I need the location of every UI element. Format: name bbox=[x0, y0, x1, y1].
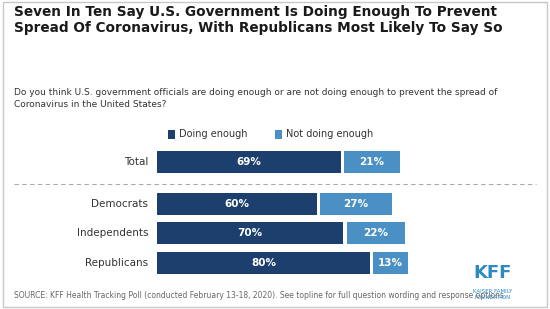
Text: Independents: Independents bbox=[77, 228, 148, 238]
Text: 27%: 27% bbox=[344, 199, 368, 209]
Text: 70%: 70% bbox=[238, 228, 263, 238]
Text: Seven In Ten Say U.S. Government Is Doing Enough To Prevent
Spread Of Coronaviru: Seven In Ten Say U.S. Government Is Doin… bbox=[14, 5, 502, 36]
Text: 13%: 13% bbox=[378, 258, 403, 268]
Text: KAISER FAMILY
FOUNDATION: KAISER FAMILY FOUNDATION bbox=[472, 289, 512, 300]
Text: Doing enough: Doing enough bbox=[179, 129, 248, 139]
Text: Democrats: Democrats bbox=[91, 199, 148, 209]
Text: KFF: KFF bbox=[473, 265, 512, 282]
Text: 69%: 69% bbox=[236, 157, 261, 167]
Text: Do you think U.S. government officials are doing enough or are not doing enough : Do you think U.S. government officials a… bbox=[14, 88, 497, 108]
Text: 22%: 22% bbox=[364, 228, 389, 238]
Text: Not doing enough: Not doing enough bbox=[286, 129, 373, 139]
Text: Total: Total bbox=[124, 157, 148, 167]
Text: 60%: 60% bbox=[224, 199, 249, 209]
Text: SOURCE: KFF Health Tracking Poll (conducted February 13-18, 2020). See topline f: SOURCE: KFF Health Tracking Poll (conduc… bbox=[14, 291, 506, 300]
Text: Republicans: Republicans bbox=[85, 258, 148, 268]
Text: 21%: 21% bbox=[360, 157, 384, 167]
Text: 80%: 80% bbox=[251, 258, 276, 268]
